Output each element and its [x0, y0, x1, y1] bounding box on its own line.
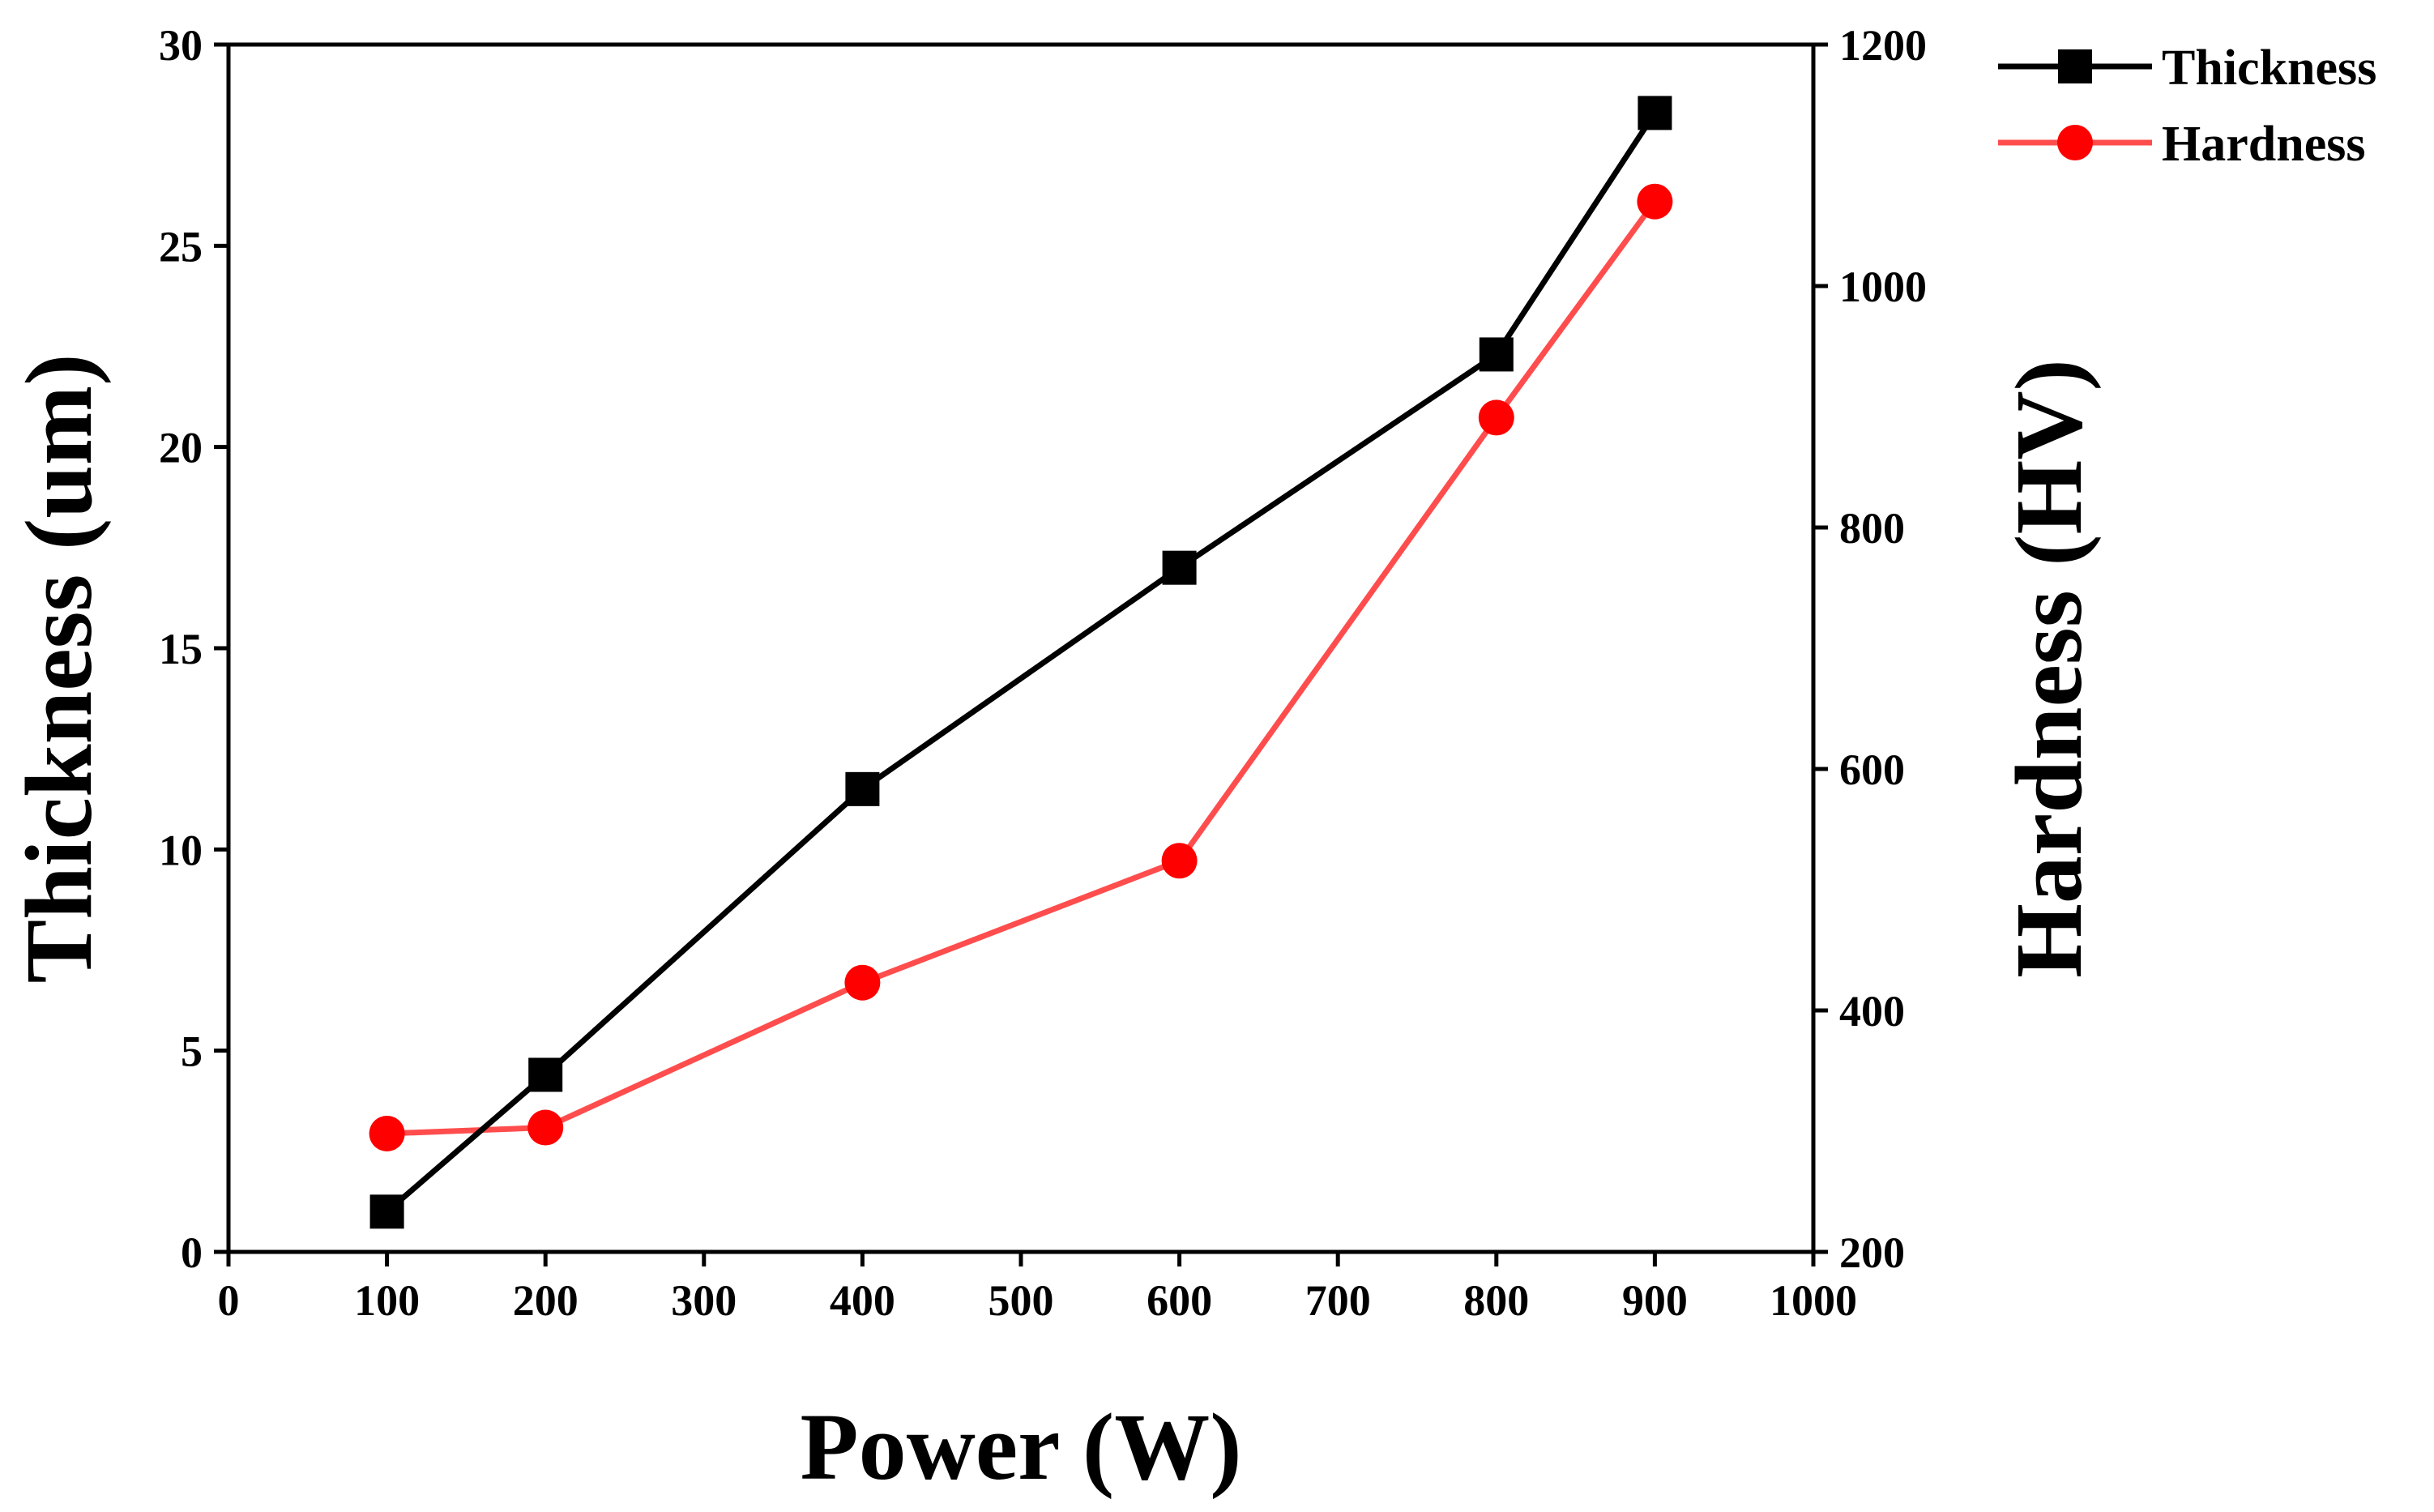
x-tick-label: 200: [513, 1276, 579, 1325]
legend-item-thickness: Thickness: [1998, 41, 2376, 96]
thickness-line: [385, 111, 1658, 1214]
legend-marker: [2058, 49, 2092, 83]
hardness-point: [1478, 399, 1514, 436]
y-tick-label-left: 10: [159, 826, 203, 874]
y-tick-label-right: 1000: [1839, 263, 1927, 311]
legend-item-hardness: Hardness: [1998, 117, 2365, 172]
y-tick-label-right: 600: [1839, 745, 1905, 794]
x-tick-label: 800: [1463, 1276, 1529, 1325]
y-tick-label-left: 15: [159, 625, 203, 673]
thickness-point: [1638, 96, 1672, 130]
y-tick-label-left: 5: [181, 1027, 203, 1076]
y-axis-title-left: Thickness (um): [6, 354, 112, 984]
y-tick-label-left: 20: [159, 424, 203, 472]
y-tick-label-left: 25: [159, 222, 203, 271]
y-tick-label-left: 30: [159, 21, 203, 70]
thickness-point: [845, 771, 880, 806]
y-tick-label-left: 0: [181, 1228, 203, 1277]
x-tick-label: 300: [671, 1276, 737, 1325]
y-tick-label-right: 1200: [1839, 21, 1927, 70]
y-axis-title-right: Hardness (HV): [1996, 359, 2102, 978]
y-tick-label-right: 800: [1839, 504, 1905, 553]
legend-label: Thickness: [2162, 41, 2376, 96]
x-tick-label: 100: [354, 1276, 420, 1325]
hardness-point: [844, 964, 881, 1001]
thickness-point: [1479, 337, 1514, 372]
x-tick-label: 600: [1147, 1276, 1212, 1325]
y-tick-label-right: 200: [1839, 1228, 1905, 1277]
thickness-point: [528, 1057, 563, 1092]
x-tick-label: 700: [1305, 1276, 1371, 1325]
y-tick-label-right: 400: [1839, 987, 1905, 1036]
x-tick-label: 500: [989, 1276, 1054, 1325]
x-tick-label: 900: [1622, 1276, 1688, 1325]
hardness-point: [1637, 183, 1673, 220]
thickness-point: [369, 1194, 404, 1229]
hardness-line: [386, 199, 1658, 1137]
hardness-point: [527, 1109, 564, 1146]
x-tick-label: 400: [830, 1276, 895, 1325]
hardness-point: [1161, 843, 1198, 879]
x-tick-label: 0: [218, 1276, 240, 1325]
legend-label: Hardness: [2162, 117, 2365, 172]
x-axis-title: Power (W): [800, 1394, 1241, 1500]
hardness-point: [369, 1115, 405, 1151]
x-tick-label: 1000: [1770, 1276, 1857, 1325]
thickness-point: [1162, 550, 1197, 585]
legend-marker: [2057, 125, 2093, 160]
